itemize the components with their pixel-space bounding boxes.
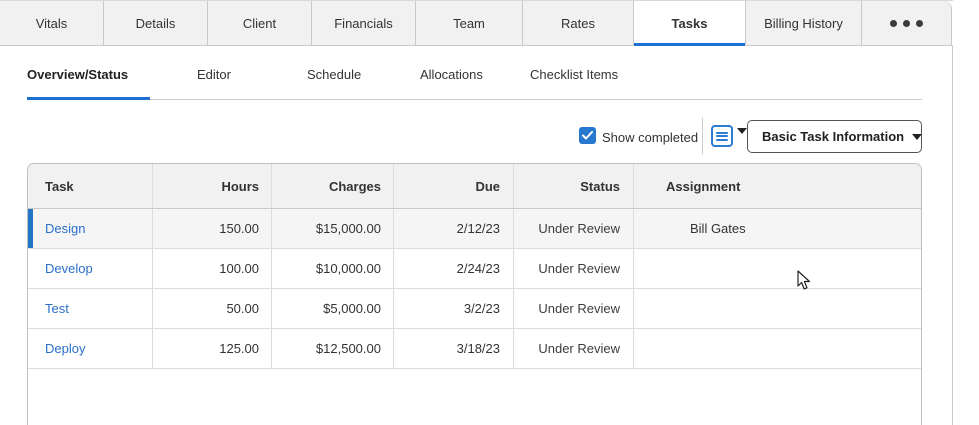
task-link[interactable]: Develop <box>45 261 93 276</box>
selected-row-indicator <box>28 209 33 248</box>
subtab-schedule[interactable]: Schedule <box>307 67 362 82</box>
tab-label: Vitals <box>35 15 68 31</box>
main-tab-bar: Vitals Details Client Financials Team Ra… <box>0 0 953 46</box>
column-header-status[interactable]: Status <box>514 164 634 208</box>
column-header-due[interactable]: Due <box>394 164 514 208</box>
subtab-checklist-items[interactable]: Checklist Items <box>530 67 619 82</box>
tab-label: Tasks <box>671 15 708 31</box>
tab-financials[interactable]: Financials <box>312 1 416 46</box>
hours-cell: 150.00 <box>153 209 272 248</box>
tab-details[interactable]: Details <box>104 1 208 46</box>
checkmark-icon <box>582 131 593 140</box>
dropdown-selected-value: Basic Task Information <box>762 129 905 144</box>
subtab-divider-line <box>27 99 922 100</box>
due-cell: 2/24/23 <box>394 249 514 288</box>
show-completed-label: Show completed <box>602 130 699 145</box>
show-completed-checkbox[interactable] <box>579 127 596 144</box>
tab-label: Billing History <box>764 15 843 31</box>
subtab-overview-status[interactable]: Overview/Status <box>27 67 129 82</box>
task-link[interactable]: Deploy <box>45 341 86 356</box>
due-cell: 3/18/23 <box>394 329 514 368</box>
hours-cell: 100.00 <box>153 249 272 288</box>
due-cell: 3/2/23 <box>394 289 514 328</box>
task-link[interactable]: Test <box>45 301 69 316</box>
column-header-assignment[interactable]: Assignment <box>666 178 741 194</box>
tab-tasks[interactable]: Tasks <box>634 1 746 46</box>
active-tab-underline <box>634 43 745 46</box>
assignment-cell: Bill Gates <box>690 221 746 236</box>
table-row[interactable]: Deploy 125.00 $12,500.00 3/18/23 Under R… <box>28 329 921 369</box>
tab-label: Details <box>135 15 176 31</box>
task-link[interactable]: Design <box>45 221 86 236</box>
status-cell: Under Review <box>538 341 620 356</box>
status-cell: Under Review <box>538 221 620 236</box>
tab-label: Rates <box>561 15 595 31</box>
charges-cell: $12,500.00 <box>272 329 394 368</box>
task-info-dropdown[interactable]: Basic Task Information <box>747 120 923 153</box>
tab-label: Team <box>453 15 485 31</box>
table-row[interactable]: Design 150.00 $15,000.00 2/12/23 Under R… <box>28 209 921 249</box>
ellipsis-icon <box>890 19 923 27</box>
status-cell: Under Review <box>538 301 620 316</box>
column-header-task[interactable]: Task <box>28 164 153 208</box>
table-row[interactable]: Test 50.00 $5,000.00 3/2/23 Under Review <box>28 289 921 329</box>
assignment-cell <box>634 329 921 368</box>
due-cell: 2/12/23 <box>394 209 514 248</box>
tab-label: Financials <box>334 15 393 31</box>
panel-right-border <box>952 45 953 425</box>
tab-rates[interactable]: Rates <box>523 1 634 46</box>
active-subtab-underline <box>27 97 150 100</box>
tab-team[interactable]: Team <box>416 1 523 46</box>
status-cell: Under Review <box>538 261 620 276</box>
column-header-charges[interactable]: Charges <box>272 164 394 208</box>
assignment-cell <box>634 249 921 288</box>
hours-cell: 125.00 <box>153 329 272 368</box>
subtab-editor[interactable]: Editor <box>197 67 231 82</box>
chevron-down-icon <box>912 133 923 140</box>
tab-more[interactable] <box>862 1 952 46</box>
charges-cell: $5,000.00 <box>272 289 394 328</box>
table-header-row: Task Hours Charges Due Status Assignment <box>28 164 921 209</box>
subtab-allocations[interactable]: Allocations <box>420 67 483 82</box>
assignment-cell <box>634 289 921 328</box>
tab-client[interactable]: Client <box>208 1 312 46</box>
tab-vitals[interactable]: Vitals <box>0 1 104 46</box>
table-row[interactable]: Develop 100.00 $10,000.00 2/24/23 Under … <box>28 249 921 289</box>
list-view-icon[interactable] <box>711 125 733 147</box>
tab-billing-history[interactable]: Billing History <box>746 1 862 46</box>
charges-cell: $15,000.00 <box>272 209 394 248</box>
hours-cell: 50.00 <box>153 289 272 328</box>
column-header-hours[interactable]: Hours <box>153 164 272 208</box>
tasks-table: Task Hours Charges Due Status Assignment… <box>27 163 922 425</box>
controls-divider <box>702 118 703 154</box>
charges-cell: $10,000.00 <box>272 249 394 288</box>
view-options-caret-icon[interactable] <box>737 128 747 134</box>
tab-label: Client <box>242 15 277 31</box>
